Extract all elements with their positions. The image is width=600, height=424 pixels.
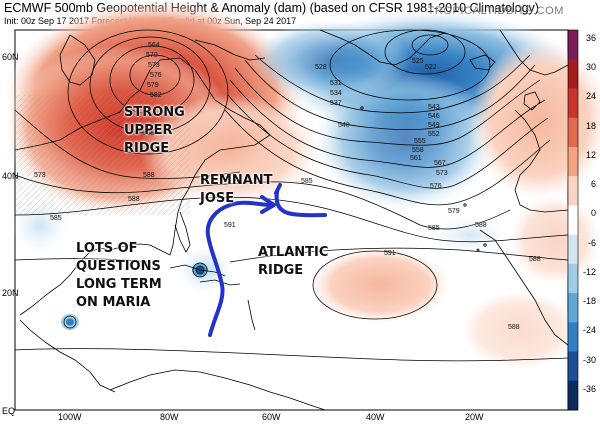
contour-label: 585: [301, 178, 313, 185]
contour-label: 543: [428, 104, 440, 111]
contour-label: 573: [34, 172, 46, 179]
contour-label: 588: [143, 172, 155, 179]
annotation-atlantic-ridge: ATLANTIC RIDGE: [258, 245, 329, 278]
contour-label: 549: [428, 122, 440, 129]
colorbar-label: -30: [582, 354, 596, 365]
contour-label: 588: [529, 256, 541, 263]
contour-label: 585: [428, 225, 440, 232]
contour-label: 534: [330, 90, 342, 97]
contour-label: 585: [143, 130, 155, 137]
colorbar-swatch: [568, 30, 578, 60]
contour-label: 591: [384, 250, 396, 257]
contour-label: 561: [410, 155, 422, 162]
contour-label: 540: [338, 122, 350, 129]
lon-label-60w: 60W: [262, 412, 281, 422]
colorbar-swatch: [568, 146, 578, 177]
lat-label-40n: 40N: [2, 171, 19, 181]
colorbar-swatch: [568, 176, 578, 206]
contour-label: 531: [330, 80, 342, 87]
colorbar-swatch: [568, 351, 578, 382]
colorbar-swatch: [568, 293, 578, 323]
lat-label-20n: 20N: [2, 288, 19, 298]
colorbar-swatch: [568, 322, 578, 353]
colorbar-label: 0: [590, 208, 596, 219]
track-arrows: [205, 183, 327, 337]
colorbar-label: 12: [585, 149, 596, 160]
colorbar-swatch: [568, 205, 578, 236]
contour-label: 555: [414, 138, 426, 145]
contour-label: 528: [315, 64, 327, 71]
contour-label: 564: [148, 42, 160, 49]
contour-label: 558: [412, 147, 424, 154]
height-contours: [14, 29, 569, 362]
contour-label: 576: [150, 72, 162, 79]
contour-label: 552: [428, 131, 440, 138]
lat-label-60n: 60N: [2, 52, 19, 62]
contour-label: 567: [434, 160, 446, 167]
contour-label: 573: [148, 62, 160, 69]
contour-label: 591: [224, 222, 236, 229]
contour-label: 588: [508, 324, 520, 331]
contour-label: 573: [436, 170, 448, 177]
contour-label: 537: [330, 100, 342, 107]
colorbar-swatch: [568, 88, 578, 119]
colorbar-swatch: [568, 117, 578, 148]
contour-label: 576: [430, 183, 442, 190]
colorbar-label: 36: [585, 33, 596, 43]
annotation-remnant-jose: REMNANT JOSE: [200, 173, 273, 206]
lat-label-eq: EQ: [2, 406, 16, 416]
contour-label: 588: [475, 222, 487, 229]
colorbar: [567, 29, 579, 411]
contour-label: 585: [50, 215, 62, 222]
colorbar-label: -24: [582, 325, 596, 336]
colorbar-label: -6: [587, 237, 596, 248]
colorbar-label: 6: [590, 179, 596, 190]
contour-label: 579: [448, 208, 460, 215]
colorbar-label: -18: [582, 296, 596, 307]
colorbar-swatch: [568, 59, 578, 89]
colorbar-label: -36: [582, 383, 596, 394]
colorbar-label: -12: [582, 266, 596, 277]
contour-label: 588: [128, 196, 140, 203]
lon-label-20w: 20W: [465, 412, 484, 422]
annotation-strong-ridge: STRONG UPPER RIDGE: [124, 105, 185, 156]
lon-label-100w: 100W: [58, 412, 82, 422]
colorbar-label: 30: [585, 62, 596, 73]
contour-label: 525: [412, 58, 424, 65]
annotation-maria-questions: LOTS OF QUESTIONS LONG TERM ON MARIA: [76, 241, 162, 310]
lon-label-40w: 40W: [366, 412, 385, 422]
colorbar-swatch: [568, 263, 578, 294]
colorbar-swatch: [568, 380, 578, 411]
contour-label: 546: [428, 113, 440, 120]
contour-label: 570: [146, 52, 158, 59]
contour-label: 582: [150, 92, 162, 99]
colorbar-label: 18: [585, 120, 596, 131]
colorbar-label: 24: [585, 91, 596, 102]
colorbar-swatch: [568, 234, 578, 265]
lon-label-80w: 80W: [160, 412, 179, 422]
contour-label: 522: [425, 64, 437, 71]
contour-label: 579: [147, 82, 159, 89]
